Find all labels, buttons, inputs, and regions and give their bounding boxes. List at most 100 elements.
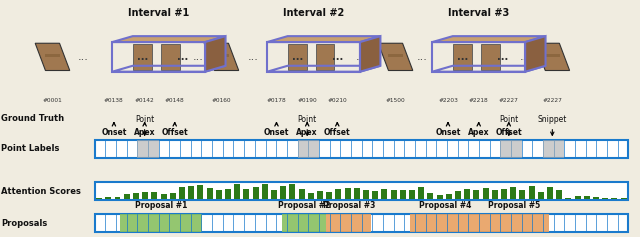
Bar	[253, 187, 259, 199]
Text: Ground Truth: Ground Truth	[1, 114, 65, 123]
Text: Interval #2: Interval #2	[283, 8, 344, 18]
Bar	[566, 198, 572, 199]
Text: #0178: #0178	[267, 98, 286, 103]
Bar	[428, 193, 433, 199]
Bar	[372, 191, 378, 199]
Text: Apex: Apex	[468, 128, 490, 137]
Bar	[593, 197, 599, 199]
Polygon shape	[204, 43, 239, 71]
Text: Snippet: Snippet	[538, 115, 567, 124]
Bar	[234, 184, 240, 199]
Bar	[554, 140, 564, 158]
Text: Offset: Offset	[324, 128, 351, 137]
Polygon shape	[205, 36, 225, 72]
Text: Point: Point	[135, 115, 154, 124]
Bar	[308, 193, 314, 199]
Text: Interval #1: Interval #1	[128, 8, 189, 18]
Polygon shape	[133, 44, 152, 70]
Bar	[151, 192, 157, 199]
Text: ...: ...	[193, 52, 204, 62]
Text: #0142: #0142	[135, 98, 154, 103]
Bar	[188, 186, 194, 199]
Bar	[621, 198, 627, 199]
Text: ...: ...	[332, 52, 344, 62]
Text: Offset: Offset	[495, 128, 522, 137]
Bar	[409, 190, 415, 199]
Bar	[207, 188, 212, 199]
Bar	[280, 186, 286, 199]
Bar	[543, 140, 554, 158]
Bar	[500, 140, 511, 158]
Polygon shape	[360, 36, 380, 72]
Text: Interval #3: Interval #3	[448, 8, 509, 18]
Bar	[575, 196, 580, 199]
Bar	[410, 214, 480, 232]
Polygon shape	[525, 36, 545, 72]
Bar	[480, 214, 549, 232]
Text: Point: Point	[499, 115, 518, 124]
Bar	[529, 186, 534, 199]
Bar	[335, 189, 341, 199]
Text: #0160: #0160	[212, 98, 231, 103]
Bar	[436, 195, 443, 199]
Polygon shape	[433, 36, 545, 42]
Text: Onset: Onset	[435, 128, 461, 137]
Text: ...: ...	[457, 52, 468, 62]
Bar	[124, 194, 130, 199]
Text: Offset: Offset	[161, 128, 188, 137]
Text: #2227: #2227	[499, 98, 519, 103]
Bar	[106, 196, 111, 199]
Text: #0138: #0138	[104, 98, 124, 103]
Bar	[354, 188, 360, 199]
Bar	[556, 190, 562, 199]
Bar	[381, 190, 387, 199]
Text: ...: ...	[137, 52, 148, 62]
Text: Proposal #3: Proposal #3	[323, 201, 375, 210]
Text: Proposals: Proposals	[1, 219, 47, 228]
Text: ...: ...	[417, 52, 428, 62]
Bar	[95, 140, 628, 158]
Text: #1500: #1500	[386, 98, 405, 103]
Bar	[289, 184, 295, 199]
Text: Point Labels: Point Labels	[1, 144, 60, 153]
Bar	[344, 188, 351, 199]
Bar	[317, 191, 323, 199]
Bar	[262, 184, 268, 199]
Bar	[446, 194, 452, 199]
Bar	[142, 191, 148, 199]
Text: ...: ...	[78, 52, 88, 62]
Bar	[520, 190, 525, 199]
Bar	[464, 189, 470, 199]
Text: #2218: #2218	[469, 98, 488, 103]
Text: Point: Point	[298, 115, 317, 124]
Text: #0210: #0210	[328, 98, 347, 103]
Polygon shape	[268, 36, 380, 42]
Bar	[96, 198, 102, 199]
Polygon shape	[113, 36, 225, 42]
Text: ...: ...	[177, 52, 189, 62]
Bar	[148, 140, 159, 158]
Bar	[538, 191, 544, 199]
Bar	[326, 192, 332, 199]
Text: Proposal #5: Proposal #5	[488, 201, 541, 210]
Bar	[547, 187, 553, 199]
Polygon shape	[288, 44, 307, 70]
Bar	[545, 54, 559, 57]
Polygon shape	[35, 43, 70, 71]
Bar	[400, 190, 406, 199]
Bar	[492, 190, 498, 199]
Bar	[271, 190, 277, 199]
Bar	[216, 190, 221, 199]
Bar	[113, 42, 205, 72]
Bar	[363, 190, 369, 199]
Bar	[268, 42, 360, 72]
Bar	[197, 185, 204, 199]
Text: #0190: #0190	[298, 98, 317, 103]
Bar	[138, 140, 148, 158]
Text: Apex: Apex	[296, 128, 318, 137]
Text: Proposal #1: Proposal #1	[135, 201, 187, 210]
Bar	[388, 54, 403, 57]
Bar	[326, 214, 371, 232]
Text: #2227: #2227	[542, 98, 563, 103]
Polygon shape	[481, 44, 500, 70]
